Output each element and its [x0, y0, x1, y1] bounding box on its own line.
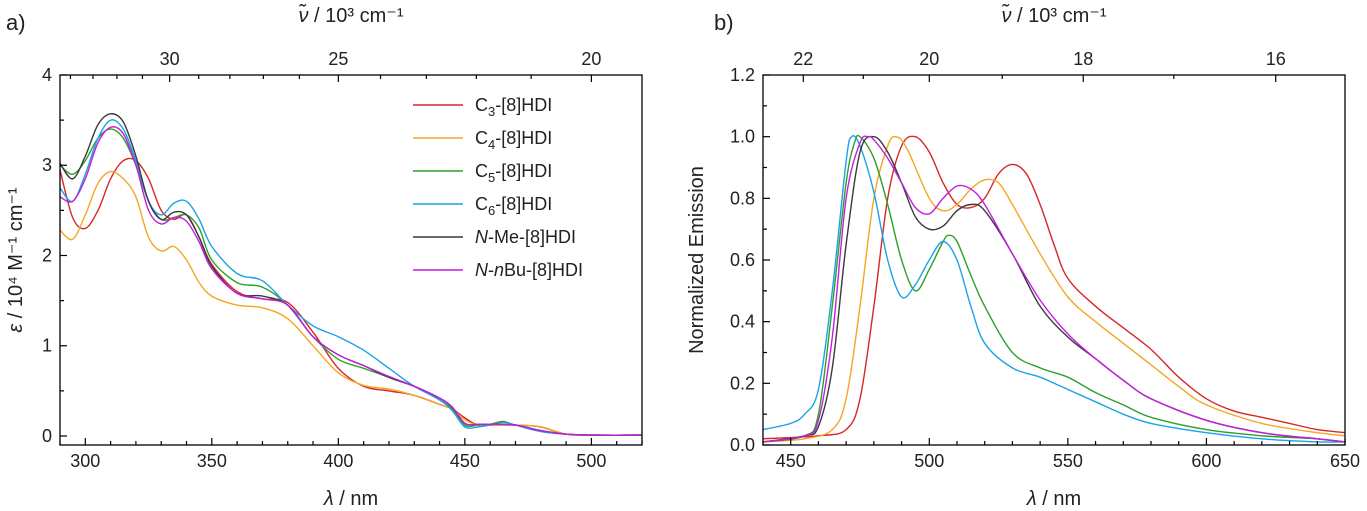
panel-b-series-line-0 [762, 135, 1346, 440]
panel-a-y-tick-label-4: 4 [42, 65, 52, 85]
panel-a-top-tick-label-0: 30 [160, 49, 180, 69]
panel-b-top-tick-label-3: 16 [1266, 49, 1286, 69]
legend-label-sub-3: 6 [488, 203, 495, 218]
panel-b-label: b) [714, 10, 734, 35]
legend-label-main-1: C [475, 128, 488, 148]
panel-b-series-line-1 [762, 135, 1346, 443]
panel-b-top-symbol: ν̃ [1001, 3, 1011, 27]
legend-label-rest-3: -[8]HDI [495, 194, 552, 214]
panel-b-y-tick-label-3: 0.6 [730, 250, 755, 270]
panel-b-ticks: 450 500 550 600 650 0.0 0.2 0.4 0.6 0.8 1.0 1.2 22 20… [730, 49, 1360, 471]
legend-label-5: N-nBu-[8]HDI [475, 260, 583, 280]
panel-b-top-tick-label-0: 22 [793, 49, 813, 69]
panel-a-plot-area [59, 113, 643, 436]
legend-label-rest-2: -[8]HDI [495, 161, 552, 181]
panel-b-series-line-5 [762, 135, 1346, 443]
panel-a-x-tick-label-4: 500 [576, 451, 606, 471]
panel-b-y-tick-label-5: 1.0 [730, 127, 755, 147]
legend-label-main-2: C [475, 161, 488, 181]
panel-b-y-tick-label-2: 0.4 [730, 312, 755, 332]
panel-b-top-tick-label-2: 18 [1073, 49, 1093, 69]
panel-b-top-axis-label: ν̃ / 10³ cm⁻¹ [1001, 3, 1106, 27]
legend-label-rest-1: -[8]HDI [495, 128, 552, 148]
panel-a-series-line-3 [59, 119, 643, 436]
panel-a-y-tick-label-1: 1 [42, 336, 52, 356]
legend-label-rest-0: -[8]HDI [495, 95, 552, 115]
panel-b-x-tick-label-0: 450 [776, 451, 806, 471]
panel-a-x-axis-label: λ / nm [323, 488, 378, 510]
panel-b-top-unit: / 10³ cm⁻¹ [1011, 5, 1106, 27]
panel-a-x-tick-label-1: 350 [197, 451, 227, 471]
panel-b-series-line-3 [762, 135, 1346, 443]
legend: C3-[8]HDIC4-[8]HDIC5-[8]HDIC6-[8]HDIN-Me… [413, 95, 583, 280]
legend-label-1: C4-[8]HDI [475, 128, 552, 152]
panel-b-series-line-2 [762, 134, 1346, 443]
panel-b-series-line-4 [762, 135, 1346, 443]
legend-label-main-3: C [475, 194, 488, 214]
legend-label-sub-2: 5 [488, 170, 495, 185]
panel-a-top-tick-label-2: 20 [581, 49, 601, 69]
panel-a-top-unit: / 10³ cm⁻¹ [308, 5, 403, 27]
panel-b-frame [762, 74, 1346, 446]
panel-a-y-symbol: ε [5, 323, 27, 333]
panel-a-top-axis-label: ν̃ / 10³ cm⁻¹ [298, 3, 403, 27]
legend-label-main-5: N [475, 260, 489, 280]
panel-b-plot-area [762, 134, 1346, 443]
panel-b-x-unit: / nm [1037, 488, 1081, 510]
panel-b-x-axis-label: λ / nm [1026, 488, 1081, 510]
panel-a-x-unit: / nm [334, 488, 378, 510]
panel-b: b) 450 500 550 600 650 0.0 0.2 0.4 0.6 0.8 1.0 1.2 2… [686, 3, 1360, 510]
legend-label-dash-5: - [488, 260, 494, 280]
panel-b-y-tick-label-0: 0.0 [730, 435, 755, 455]
panel-a-y-tick-label-2: 2 [42, 245, 52, 265]
legend-label-main-4: N [475, 227, 489, 247]
panel-b-y-tick-label-1: 0.2 [730, 373, 755, 393]
panel-a-series-line-5 [59, 126, 643, 436]
panel-a-x-tick-label-2: 400 [323, 451, 353, 471]
panel-a-x-tick-label-3: 450 [450, 451, 480, 471]
panel-a: a) 300 350 400 450 500 0 1 2 3 4 30 25 20 λ / nm ν̃ … [5, 3, 643, 510]
legend-label-sub-0: 3 [488, 104, 495, 119]
legend-label-main-0: C [475, 95, 488, 115]
panel-a-frame [59, 74, 643, 446]
panel-a-y-unit: / 10⁴ M⁻¹ cm⁻¹ [5, 187, 27, 324]
panel-b-x-tick-label-2: 550 [1053, 451, 1083, 471]
panel-a-top-tick-label-1: 25 [328, 49, 348, 69]
legend-label-0: C3-[8]HDI [475, 95, 552, 119]
panel-a-label: a) [6, 10, 26, 35]
panel-b-top-tick-label-1: 20 [919, 49, 939, 69]
panel-a-y-axis-label: ε / 10⁴ M⁻¹ cm⁻¹ [5, 187, 27, 333]
panel-a-x-symbol: λ [323, 488, 334, 510]
legend-label-4: N-Me-[8]HDI [475, 227, 576, 247]
panel-a-y-tick-label-3: 3 [42, 155, 52, 175]
panel-a-y-tick-label-0: 0 [42, 426, 52, 446]
panel-a-series-line-1 [59, 170, 643, 436]
panel-b-y-tick-label-6: 1.2 [730, 65, 755, 85]
panel-a-x-tick-label-0: 300 [70, 451, 100, 471]
legend-label-n-5: n [494, 260, 504, 280]
panel-b-x-tick-label-3: 600 [1191, 451, 1221, 471]
panel-b-x-tick-label-1: 500 [914, 451, 944, 471]
panel-b-x-symbol: λ [1026, 488, 1037, 510]
panel-a-top-symbol: ν̃ [298, 3, 308, 27]
panel-b-y-axis-label: Normalized Emission [686, 166, 708, 354]
panel-b-y-tick-label-4: 0.8 [730, 188, 755, 208]
panel-b-x-tick-label-4: 650 [1330, 451, 1360, 471]
legend-label-3: C6-[8]HDI [475, 194, 552, 218]
legend-label-sub-1: 4 [488, 137, 495, 152]
panel-a-ticks: 300 350 400 450 500 0 1 2 3 4 30 25 20 [42, 49, 643, 471]
legend-label-rest-5: Bu-[8]HDI [504, 260, 583, 280]
legend-label-rest-4: -Me-[8]HDI [488, 227, 576, 247]
legend-label-2: C5-[8]HDI [475, 161, 552, 185]
